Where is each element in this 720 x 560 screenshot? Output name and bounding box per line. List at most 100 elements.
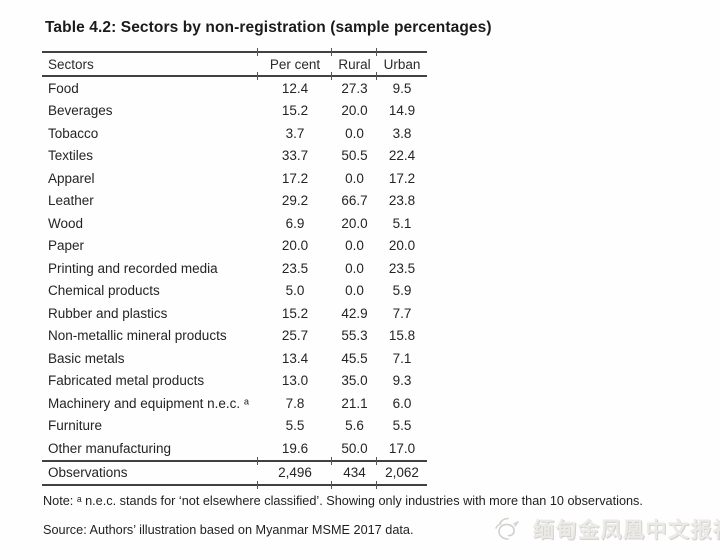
- urban-value: 7.1: [392, 350, 412, 366]
- table-note: Note: ᵃ n.e.c. stands for ‘not elsewhere…: [43, 494, 643, 508]
- percent-value: 33.7: [281, 148, 309, 164]
- sector-name: Textiles: [48, 148, 94, 164]
- rural-value: 45.5: [341, 350, 368, 366]
- column-header-sectors: Sectors: [48, 56, 94, 72]
- rural-value: 42.9: [341, 305, 368, 321]
- percent-value: 23.5: [281, 260, 309, 276]
- rural-value: 5.6: [345, 418, 364, 434]
- watermark-text: 缅甸金凤凰中文报社: [533, 519, 720, 542]
- percent-value: 15.2: [281, 305, 309, 321]
- rural-value: 21.1: [341, 395, 368, 411]
- percent-value: 3.7: [285, 125, 305, 141]
- percent-value: 17.2: [281, 170, 309, 186]
- table-source: Source: Authors’ illustration based on M…: [43, 523, 414, 537]
- table-row: Other manufacturing 19.6 50.0 17.0: [42, 437, 427, 460]
- sector-name: Machinery and equipment n.e.c. ᵃ: [48, 395, 249, 411]
- column-tick: [257, 72, 258, 80]
- observations-rural: 434: [343, 465, 366, 481]
- sector-name: Rubber and plastics: [48, 305, 168, 321]
- urban-value: 9.5: [392, 80, 412, 96]
- table-row: Furniture 5.5 5.6 5.5: [42, 415, 427, 438]
- sector-name: Non-metallic mineral products: [48, 328, 227, 344]
- percent-value: 5.5: [285, 418, 305, 434]
- column-tick: [257, 48, 258, 56]
- column-tick: [257, 481, 258, 489]
- table-rule-bottom: [42, 481, 427, 489]
- table-row: Non-metallic mineral products 25.7 55.3 …: [42, 325, 427, 348]
- percent-value: 12.4: [281, 80, 309, 96]
- rural-value: 50.0: [341, 440, 368, 456]
- urban-value: 23.8: [388, 193, 416, 209]
- sector-name: Basic metals: [48, 350, 125, 366]
- column-tick: [331, 456, 332, 465]
- column-tick: [376, 72, 377, 80]
- urban-value: 17.2: [388, 170, 416, 186]
- column-tick: [257, 456, 258, 465]
- urban-value: 5.9: [392, 283, 412, 299]
- percent-value: 6.9: [285, 215, 305, 231]
- rural-value: 50.5: [341, 148, 368, 164]
- percent-value: 5.0: [285, 283, 305, 299]
- rural-value: 66.7: [341, 193, 368, 209]
- table-rule-header: [42, 72, 427, 80]
- urban-value: 5.1: [392, 215, 412, 231]
- sector-name: Food: [48, 80, 79, 96]
- sector-name: Paper: [48, 238, 85, 254]
- urban-value: 22.4: [388, 148, 416, 164]
- table-row: Paper 20.0 0.0 20.0: [42, 235, 427, 258]
- percent-value: 19.6: [281, 440, 309, 456]
- table-row: Wood 6.9 20.0 5.1: [42, 212, 427, 235]
- watermark: 缅甸金凤凰中文报社: [494, 514, 720, 544]
- sector-name: Wood: [48, 215, 84, 231]
- urban-value: 17.0: [388, 440, 416, 456]
- rural-value: 0.0: [345, 260, 364, 276]
- percent-value: 13.0: [281, 373, 309, 389]
- urban-value: 7.7: [392, 305, 412, 321]
- rural-value: 27.3: [341, 80, 368, 96]
- rural-value: 20.0: [341, 215, 368, 231]
- percent-value: 29.2: [281, 193, 309, 209]
- sector-name: Other manufacturing: [48, 440, 172, 456]
- table-row: Apparel 17.2 0.0 17.2: [42, 167, 427, 190]
- urban-value: 9.3: [392, 373, 412, 389]
- sector-name: Leather: [48, 193, 94, 209]
- column-header-rural: Rural: [338, 56, 371, 72]
- column-tick: [376, 456, 377, 465]
- observations-label: Observations: [48, 465, 128, 481]
- sector-name: Beverages: [48, 103, 113, 119]
- sector-name: Furniture: [48, 418, 103, 434]
- column-tick: [331, 48, 332, 56]
- urban-value: 23.5: [388, 260, 416, 276]
- column-header-percent: Per cent: [269, 56, 321, 72]
- percent-value: 25.7: [281, 328, 309, 344]
- sector-name: Apparel: [48, 170, 95, 186]
- table-title: Table 4.2: Sectors by non-registration (…: [45, 19, 492, 36]
- table-rule-footer: [42, 456, 427, 465]
- table-row: Tobacco 3.7 0.0 3.8: [42, 122, 427, 145]
- rural-value: 55.3: [341, 328, 368, 344]
- rural-value: 0.0: [345, 125, 364, 141]
- urban-value: 14.9: [388, 103, 416, 119]
- table-row: Machinery and equipment n.e.c. ᵃ 7.8 21.…: [42, 392, 427, 415]
- phoenix-logo-icon: [495, 517, 519, 540]
- urban-value: 20.0: [388, 238, 416, 254]
- table-row: Basic metals 13.4 45.5 7.1: [42, 347, 427, 370]
- column-tick: [331, 72, 332, 80]
- table-row: Textiles 33.7 50.5 22.4: [42, 145, 427, 168]
- table-row: Printing and recorded media 23.5 0.0 23.…: [42, 257, 427, 280]
- urban-value: 15.8: [388, 328, 416, 344]
- rural-value: 0.0: [345, 283, 364, 299]
- percent-value: 15.2: [281, 103, 309, 119]
- column-tick: [331, 481, 332, 489]
- urban-value: 3.8: [392, 125, 412, 141]
- table-row: Beverages 15.2 20.0 14.9: [42, 100, 427, 123]
- column-tick: [376, 481, 377, 489]
- table-rule-top: [42, 48, 427, 56]
- table-header-row: Sectors Per cent Rural Urban: [42, 53, 427, 75]
- sector-name: Fabricated metal products: [48, 373, 205, 389]
- table-row: Leather 29.2 66.7 23.8: [42, 190, 427, 213]
- rural-value: 0.0: [345, 238, 364, 254]
- table-row: Food 12.4 27.3 9.5: [42, 77, 427, 100]
- sector-name: Printing and recorded media: [48, 260, 218, 276]
